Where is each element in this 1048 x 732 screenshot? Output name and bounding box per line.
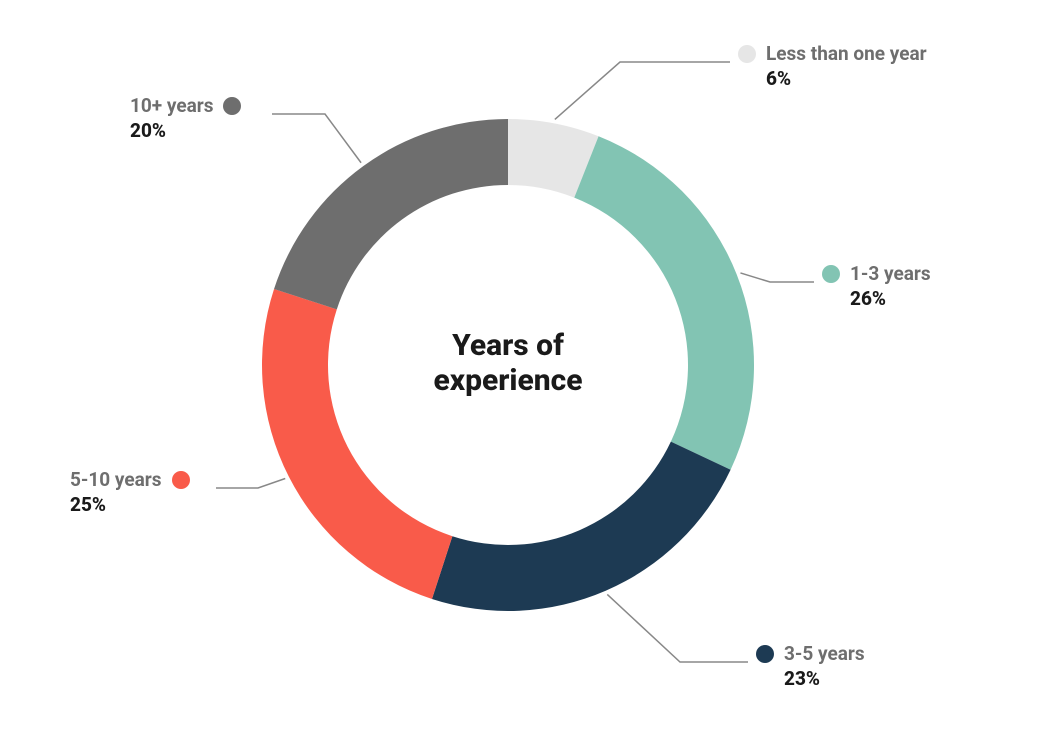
donut-slice-y3_5 — [432, 442, 731, 611]
donut-chart-svg — [0, 0, 1048, 732]
leader-line-y10p — [272, 114, 361, 163]
leader-line-lt1 — [555, 62, 730, 119]
donut-slice-y10p — [274, 119, 508, 309]
donut-slice-y1_3 — [574, 136, 754, 469]
leader-line-y1_3 — [740, 273, 814, 282]
leader-line-y3_5 — [607, 594, 748, 662]
donut-chart-container: Years of experience Less than one year6%… — [0, 0, 1048, 732]
leader-line-y5_10 — [216, 478, 285, 488]
donut-slice-y5_10 — [262, 289, 452, 599]
